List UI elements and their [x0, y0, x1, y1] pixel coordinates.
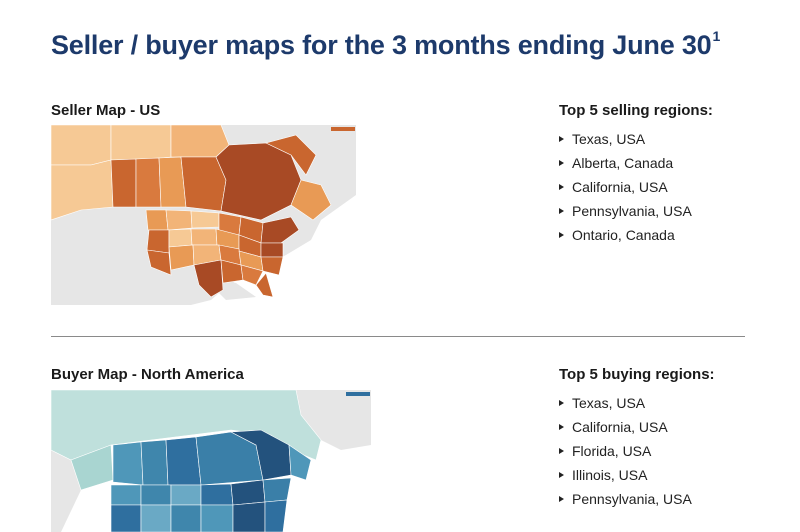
seller-map-graphic	[51, 125, 356, 305]
list-item: California, USA	[559, 175, 692, 199]
selling-regions-heading: Top 5 selling regions:	[559, 102, 713, 119]
bullet-icon	[559, 472, 564, 478]
bullet-icon	[559, 448, 564, 454]
page-title: Seller / buyer maps for the 3 months end…	[51, 28, 721, 60]
bullet-icon	[559, 232, 564, 238]
list-item: California, USA	[559, 415, 692, 439]
buyer-map-graphic	[51, 390, 371, 532]
list-item: Texas, USA	[559, 127, 692, 151]
bullet-icon	[559, 400, 564, 406]
bullet-icon	[559, 424, 564, 430]
title-footnote: 1	[712, 28, 721, 44]
list-item: Texas, USA	[559, 391, 692, 415]
buyer-map[interactable]	[51, 390, 371, 532]
list-item: Florida, USA	[559, 439, 692, 463]
seller-map-title: Seller Map - US	[51, 102, 161, 119]
list-item: Pennsylvania, USA	[559, 199, 692, 223]
bullet-icon	[559, 496, 564, 502]
list-item: Pennsylvania, USA	[559, 487, 692, 511]
bullet-icon	[559, 136, 564, 142]
bullet-icon	[559, 160, 564, 166]
list-item: Illinois, USA	[559, 463, 692, 487]
bullet-icon	[559, 208, 564, 214]
seller-map[interactable]	[51, 125, 356, 305]
buyer-map-title: Buyer Map - North America	[51, 366, 244, 383]
list-item: Alberta, Canada	[559, 151, 692, 175]
list-item: Ontario, Canada	[559, 223, 692, 247]
buying-regions-heading: Top 5 buying regions:	[559, 366, 715, 383]
buying-regions-list: Texas, USA California, USA Florida, USA …	[559, 391, 692, 511]
selling-regions-list: Texas, USA Alberta, Canada California, U…	[559, 127, 692, 247]
section-divider	[51, 336, 745, 337]
bullet-icon	[559, 184, 564, 190]
